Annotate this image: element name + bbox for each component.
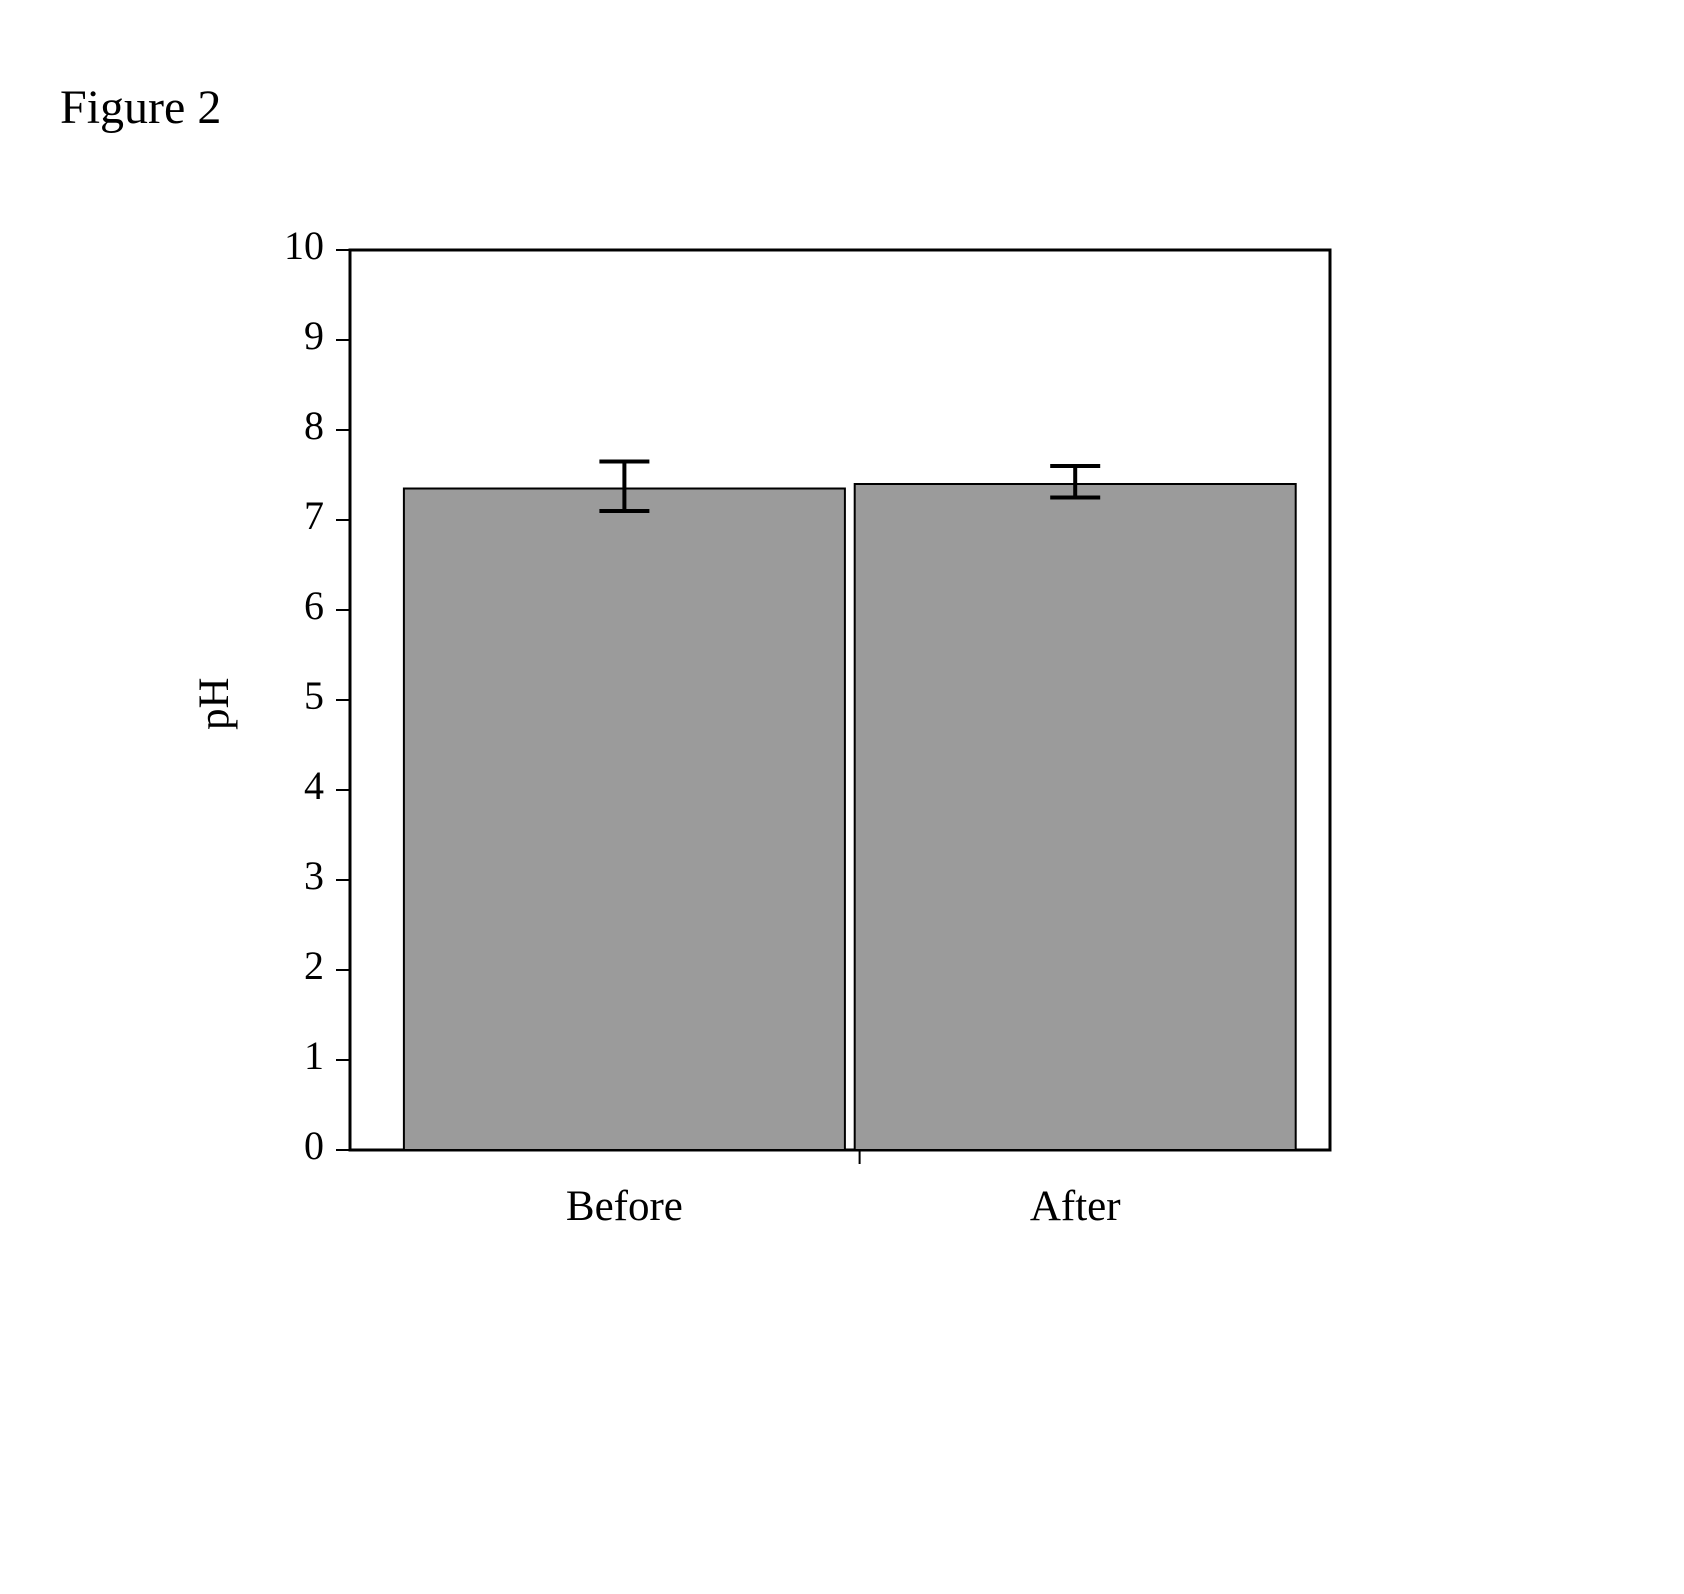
chart-svg: 0 1 2 3 4 5 6 7 8 9 10 Before After [180, 230, 1480, 1350]
svg-text:1: 1 [304, 1033, 324, 1078]
svg-text:4: 4 [304, 763, 324, 808]
svg-text:0: 0 [304, 1123, 324, 1168]
svg-text:2: 2 [304, 943, 324, 988]
svg-text:3: 3 [304, 853, 324, 898]
svg-text:6: 6 [304, 583, 324, 628]
svg-text:5: 5 [304, 673, 324, 718]
figure-title: Figure 2 [60, 80, 221, 135]
svg-text:10: 10 [284, 230, 324, 268]
svg-text:7: 7 [304, 493, 324, 538]
svg-text:Before: Before [566, 1183, 683, 1230]
y-axis-label: pH [190, 677, 239, 730]
svg-text:After: After [1030, 1183, 1121, 1230]
svg-text:9: 9 [304, 313, 324, 358]
ph-bar-chart: 0 1 2 3 4 5 6 7 8 9 10 Before After [180, 230, 1480, 1355]
svg-text:8: 8 [304, 403, 324, 448]
